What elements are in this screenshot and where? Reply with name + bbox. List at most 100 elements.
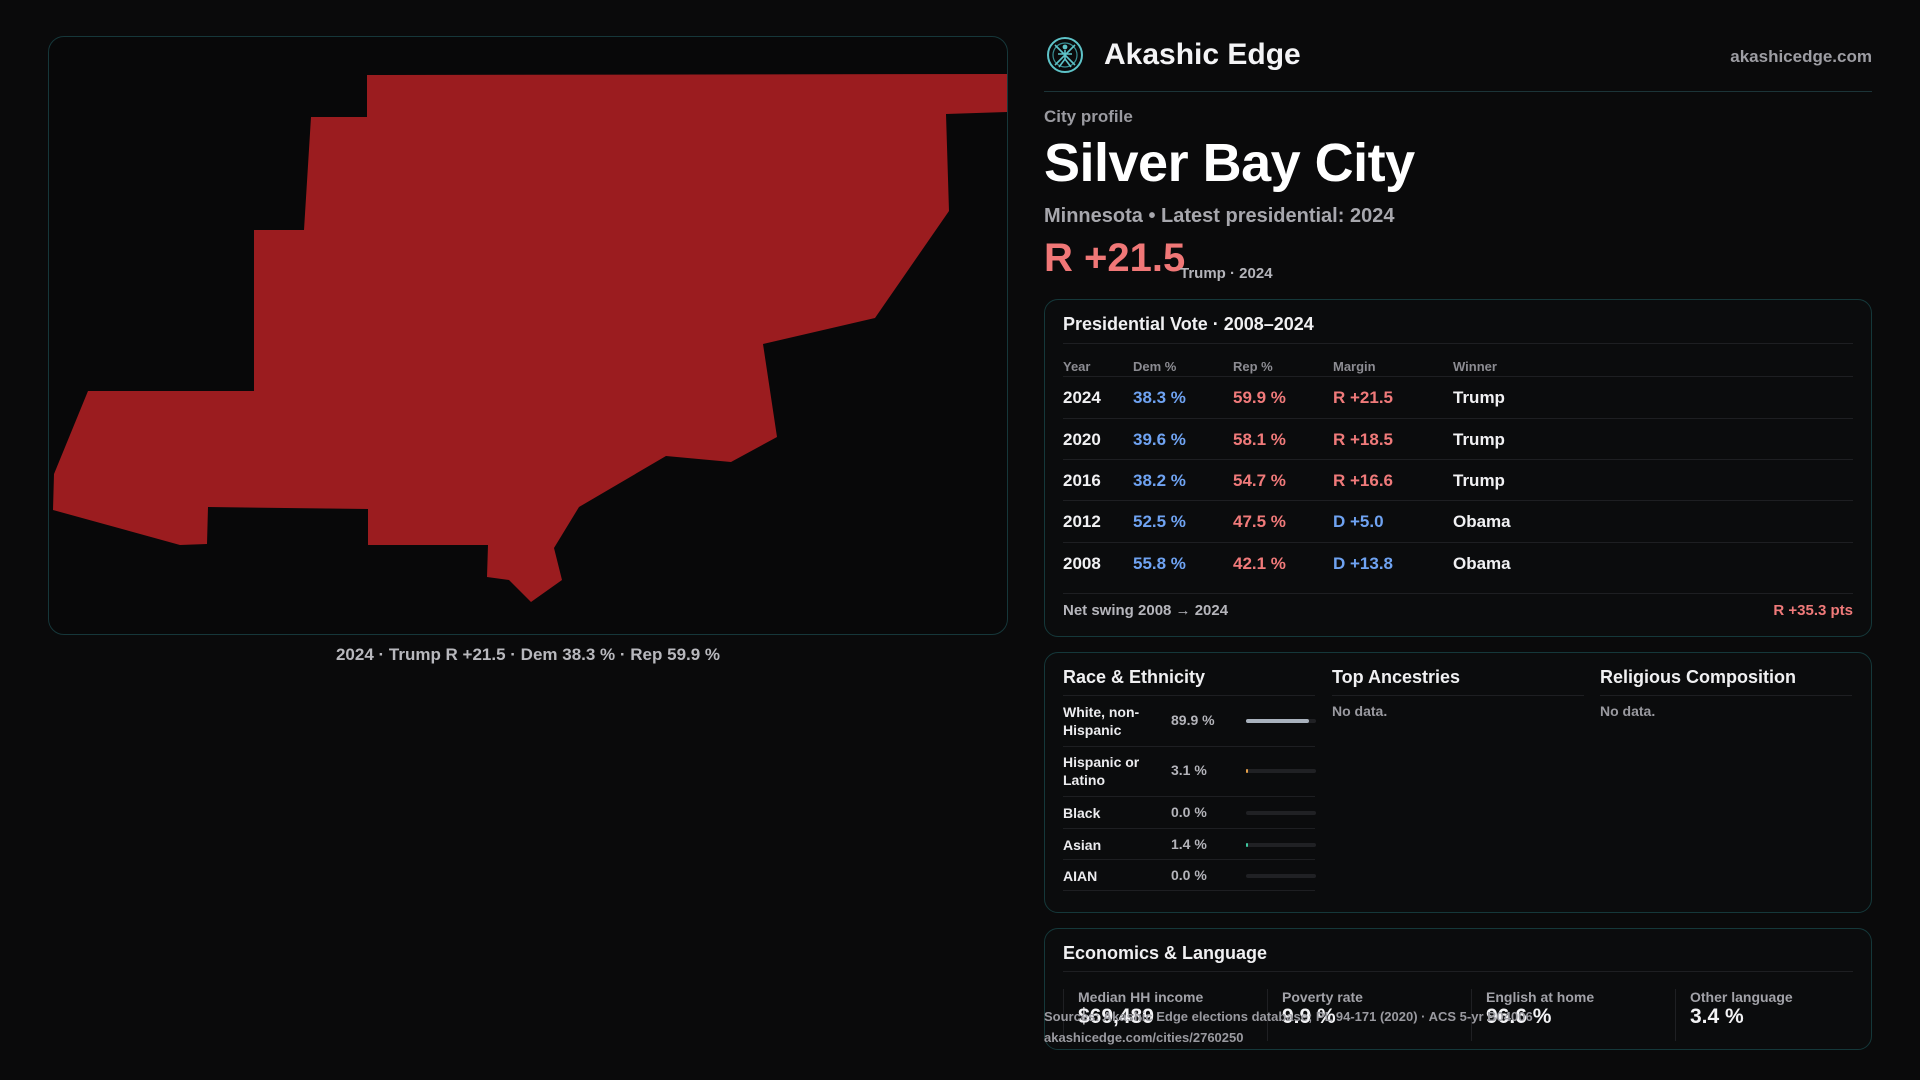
- ethnicity-bar-track: [1246, 719, 1316, 723]
- ancestries-section-title: Top Ancestries: [1332, 667, 1461, 687]
- cell-year: 2020: [1063, 430, 1101, 449]
- ancestries-empty: No data.: [1332, 703, 1388, 719]
- ethnicity-pct: 89.9 %: [1171, 712, 1215, 728]
- ethnicity-bar-track: [1246, 874, 1316, 878]
- cell-dem: 52.5 %: [1133, 512, 1186, 531]
- divider: [1063, 695, 1315, 696]
- source-footnote: Sources: Akashic Edge elections database…: [1044, 1006, 1533, 1048]
- kpi-other-language: Other language 3.4 %: [1675, 989, 1875, 1041]
- ethnicity-row: White, non-Hispanic 89.9 %: [1063, 696, 1316, 747]
- permalink[interactable]: akashicedge.com/cities/2760250: [1044, 1030, 1244, 1045]
- kpi-value: 3.4 %: [1690, 1005, 1744, 1028]
- page-title: Silver Bay City: [1044, 133, 1415, 193]
- religion-section-title: Religious Composition: [1600, 667, 1796, 687]
- cell-dem: 55.8 %: [1133, 554, 1186, 573]
- brand-name: Akashic Edge: [1104, 38, 1301, 71]
- cell-year: 2012: [1063, 512, 1101, 531]
- kpi-label: English at home: [1486, 989, 1595, 1005]
- divider: [1332, 695, 1584, 696]
- col-header-rep: Rep %: [1233, 359, 1273, 374]
- cell-margin: D +5.0: [1333, 512, 1384, 531]
- economics-card-title: Economics & Language: [1063, 943, 1268, 963]
- kpi-poverty-rate: Poverty rate 9.9 %: [1267, 989, 1467, 1041]
- brand-url[interactable]: akashicedge.com: [1730, 47, 1872, 66]
- col-header-dem: Dem %: [1133, 359, 1177, 374]
- cell-dem: 38.2 %: [1133, 471, 1186, 490]
- ethnicity-label: Hispanic or Latino: [1063, 754, 1140, 788]
- ethnicity-pct: 1.4 %: [1171, 836, 1207, 852]
- kpi-value: $69,489: [1078, 1005, 1154, 1028]
- ethnicity-row: Black 0.0 %: [1063, 797, 1316, 829]
- ethnicity-pct: 0.0 %: [1171, 867, 1207, 883]
- cell-winner: Obama: [1453, 512, 1511, 531]
- table-row: 2008 55.8 % 42.1 % D +13.8 Obama: [1063, 542, 1853, 584]
- kpi-english-at-home: English at home 96.6 %: [1471, 989, 1671, 1041]
- profile-subtitle: Minnesota • Latest presidential: 2024: [1044, 205, 1395, 227]
- cell-margin: R +16.6: [1333, 471, 1394, 490]
- cell-winner: Obama: [1453, 554, 1511, 573]
- cell-year: 2024: [1063, 388, 1101, 407]
- cell-margin: R +18.5: [1333, 430, 1394, 449]
- table-row: 2012 52.5 % 47.5 % D +5.0 Obama: [1063, 500, 1853, 542]
- brand-header: Akashic Edge akashicedge.com: [1044, 30, 1872, 92]
- cell-winner: Trump: [1453, 430, 1505, 449]
- col-header-winner: Winner: [1453, 359, 1497, 374]
- profile-column: Akashic Edge akashicedge.com City profil…: [1044, 0, 1872, 1080]
- city-boundary-map: [53, 74, 1007, 602]
- table-row: 2016 38.2 % 54.7 % R +16.6 Trump: [1063, 459, 1853, 501]
- divider: [1063, 971, 1853, 972]
- source-text: Sources: Akashic Edge elections database…: [1044, 1009, 1533, 1024]
- ethnicity-bar-fill: [1246, 719, 1309, 723]
- col-header-margin: Margin: [1333, 359, 1376, 374]
- col-header-year: Year: [1063, 359, 1091, 374]
- ethnicity-pct: 3.1 %: [1171, 762, 1207, 778]
- ethnicity-label: AIAN: [1063, 868, 1098, 884]
- demographics-card: Race & Ethnicity White, non-Hispanic 89.…: [1044, 652, 1872, 913]
- top-ancestries-section: Top Ancestries No data.: [1332, 653, 1584, 912]
- net-swing-label: Net swing 2008 → 2024: [1063, 602, 1229, 619]
- race-section-title: Race & Ethnicity: [1063, 667, 1206, 687]
- table-row: 2024 38.3 % 59.9 % R +21.5 Trump: [1063, 376, 1853, 418]
- map-caption: 2024 · Trump R +21.5 · Dem 38.3 % · Rep …: [335, 645, 721, 664]
- ethnicity-label: Black: [1063, 805, 1101, 821]
- cell-dem: 38.3 %: [1133, 388, 1186, 407]
- cell-rep: 47.5 %: [1233, 512, 1286, 531]
- headline-margin-note: Trump · 2024: [1180, 265, 1273, 282]
- cell-rep: 58.1 %: [1233, 430, 1286, 449]
- city-boundary-shape[interactable]: [53, 74, 1007, 602]
- ethnicity-label: White, non-Hispanic: [1063, 704, 1140, 738]
- religion-empty: No data.: [1600, 703, 1656, 719]
- cell-margin: R +21.5: [1333, 388, 1394, 407]
- ethnicity-row: Hispanic or Latino 3.1 %: [1063, 747, 1316, 797]
- race-ethnicity-section: Race & Ethnicity White, non-Hispanic 89.…: [1063, 653, 1316, 912]
- kpi-median-income: Median HH income $69,489: [1063, 989, 1263, 1041]
- presidential-card-title: Presidential Vote · 2008–2024: [1063, 314, 1314, 334]
- ethnicity-pct: 0.0 %: [1171, 804, 1207, 820]
- cell-year: 2008: [1063, 554, 1101, 573]
- religious-composition-section: Religious Composition No data.: [1600, 653, 1852, 912]
- kpi-label: Median HH income: [1078, 989, 1204, 1005]
- ethnicity-bar-fill: [1246, 843, 1248, 847]
- cell-dem: 39.6 %: [1133, 430, 1186, 449]
- cell-year: 2016: [1063, 471, 1101, 490]
- compass-figure-icon: [1047, 37, 1083, 73]
- cell-winner: Trump: [1453, 388, 1505, 407]
- ethnicity-bar-fill: [1246, 769, 1249, 773]
- kpi-value: 9.9 %: [1282, 1005, 1336, 1028]
- net-swing-row: Net swing 2008 → 2024 R +35.3 pts: [1063, 593, 1853, 629]
- cell-rep: 42.1 %: [1233, 554, 1286, 573]
- kpi-label: Other language: [1690, 989, 1793, 1005]
- net-swing-value: R +35.3 pts: [1773, 602, 1853, 619]
- divider: [1600, 695, 1852, 696]
- profile-eyebrow: City profile: [1044, 107, 1133, 126]
- ethnicity-row: AIAN 0.0 %: [1063, 860, 1316, 891]
- ethnicity-label: Asian: [1063, 837, 1102, 853]
- table-row: 2020 39.6 % 58.1 % R +18.5 Trump: [1063, 418, 1853, 460]
- economics-language-card: Economics & Language Median HH income $6…: [1044, 928, 1872, 1050]
- cell-rep: 54.7 %: [1233, 471, 1286, 490]
- kpi-label: Poverty rate: [1282, 989, 1363, 1005]
- ethnicity-bar-track: [1246, 843, 1316, 847]
- city-map[interactable]: [48, 36, 1008, 635]
- presidential-vote-card: Presidential Vote · 2008–2024 Year Dem %…: [1044, 299, 1872, 637]
- divider: [1063, 343, 1853, 344]
